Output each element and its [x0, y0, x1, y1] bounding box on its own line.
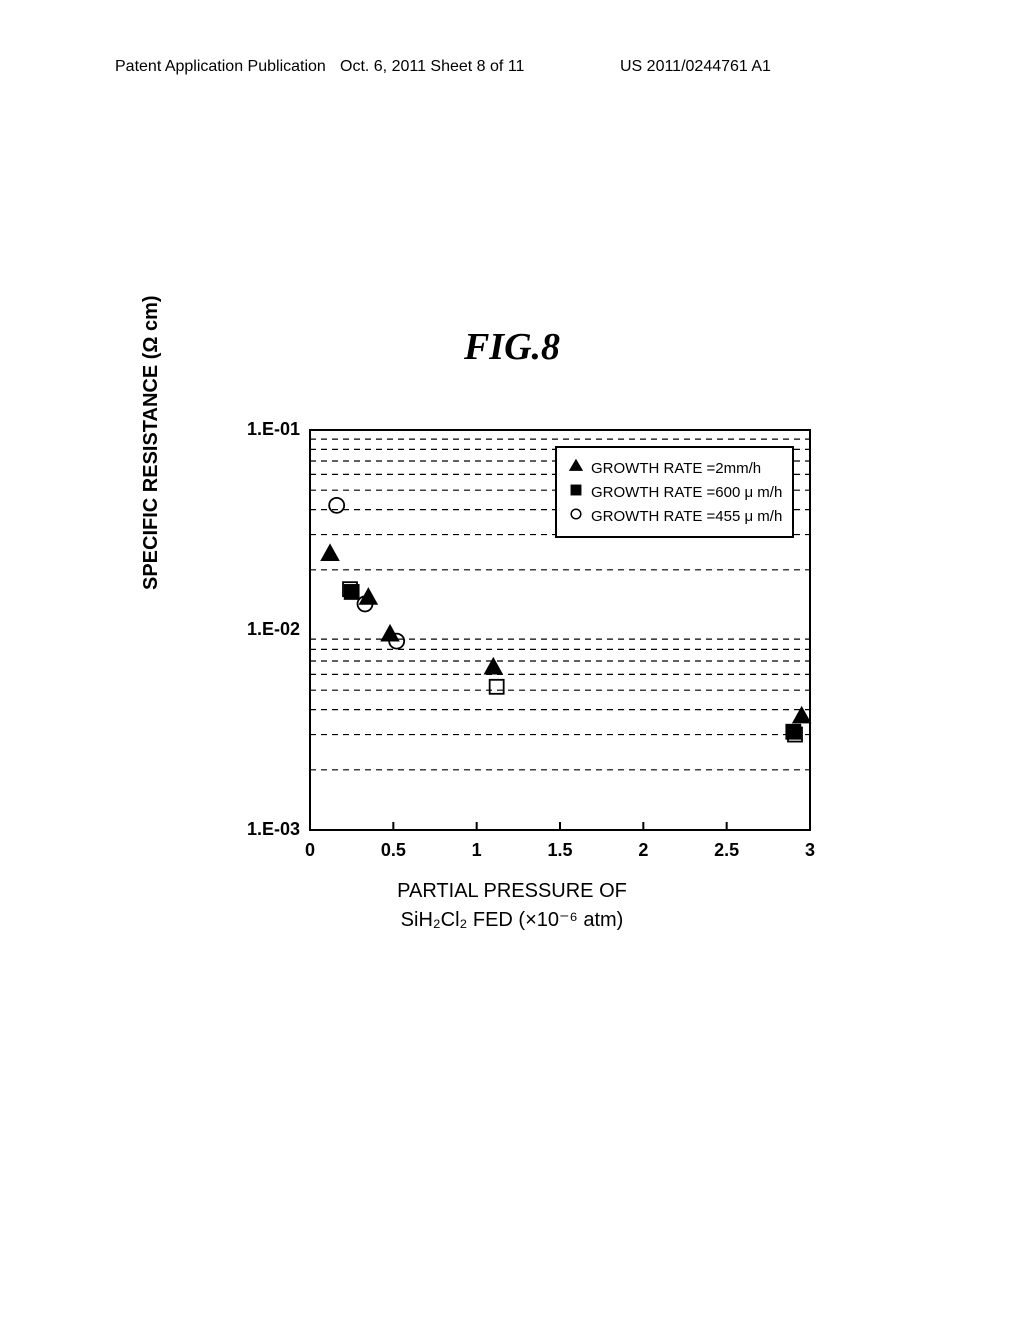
legend-label: GROWTH RATE =455 μ m/h — [591, 508, 782, 525]
triangle-icon — [567, 458, 585, 478]
square-icon — [567, 482, 585, 502]
xtick-label: 1.5 — [540, 840, 580, 861]
header-patent-number: US 2011/0244761 A1 — [620, 58, 771, 76]
legend-item: GROWTH RATE =2mm/h — [567, 458, 782, 478]
header-publication: Patent Application Publication — [115, 58, 326, 76]
xlabel-line1: PARTIAL PRESSURE OF — [0, 880, 1024, 903]
xtick-label: 0.5 — [373, 840, 413, 861]
xtick-label: 1 — [457, 840, 497, 861]
ytick-label: 1.E-03 — [230, 819, 300, 840]
circle-icon — [567, 506, 585, 526]
chart-xlabel: PARTIAL PRESSURE OF SiH₂Cl₂ FED (×10⁻⁶ a… — [0, 880, 1024, 932]
xtick-label: 3 — [790, 840, 830, 861]
xtick-label: 2 — [623, 840, 663, 861]
legend-label: GROWTH RATE =2mm/h — [591, 460, 761, 477]
ytick-label: 1.E-01 — [230, 419, 300, 440]
xtick-label: 2.5 — [707, 840, 747, 861]
legend-label: GROWTH RATE =600 μ m/h — [591, 484, 782, 501]
xtick-label: 0 — [290, 840, 330, 861]
legend-item: GROWTH RATE =600 μ m/h — [567, 482, 782, 502]
xlabel-line2: SiH₂Cl₂ FED (×10⁻⁶ atm) — [0, 907, 1024, 932]
ytick-label: 1.E-02 — [230, 619, 300, 640]
chart-container: 1.E-01 1.E-02 1.E-030 0.5 1 1.5 2 2.5 3 GROWTH R… — [160, 420, 880, 920]
header-date-sheet: Oct. 6, 2011 Sheet 8 of 11 — [340, 58, 524, 76]
chart-legend: GROWTH RATE =2mm/h GROWTH RATE =600 μ m/h… — [555, 446, 794, 538]
legend-item: GROWTH RATE =455 μ m/h — [567, 506, 782, 526]
